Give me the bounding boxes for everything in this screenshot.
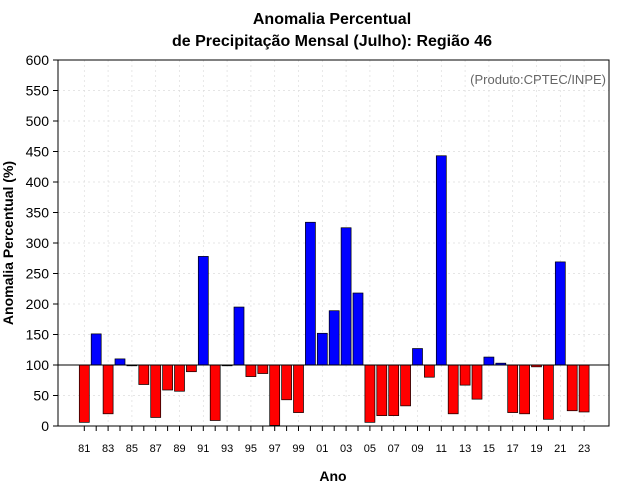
bar-2007 — [388, 364, 400, 416]
y-tick-label: 250 — [26, 266, 50, 282]
bar-1986 — [138, 364, 150, 385]
x-tick-label: 09 — [411, 443, 423, 455]
x-axis: 81 83 85 87 89 91 93 95 97 99 01 03 05 07 09 11 13 15 17 19… — [78, 426, 590, 455]
x-tick-label: 87 — [150, 443, 162, 455]
x-tick-label: 15 — [483, 443, 495, 455]
bar-2010 — [424, 364, 435, 378]
y-tick-label: 200 — [26, 296, 50, 312]
bar-1989 — [174, 364, 185, 392]
x-tick-label: 11 — [436, 443, 447, 455]
bar-1990 — [186, 364, 197, 373]
bar-2005 — [364, 364, 376, 423]
bar-1987 — [150, 364, 162, 418]
credit-annotation: (Produto:CPTEC/INPE) — [470, 72, 606, 87]
bar-1997 — [269, 364, 281, 426]
bar-2020 — [543, 364, 554, 420]
bar-1983 — [102, 364, 114, 415]
y-tick-label: 400 — [26, 174, 50, 190]
y-axis-label: Anomalia Percentual (%) — [0, 161, 16, 325]
x-tick-label: 19 — [530, 443, 542, 455]
bar-2008 — [400, 364, 411, 407]
bar-1981 — [78, 364, 90, 423]
y-tick-label: 300 — [26, 235, 50, 251]
y-tick-label: 50 — [33, 388, 49, 404]
bar-2021 — [554, 261, 566, 366]
x-tick-label: 17 — [507, 443, 519, 455]
bar-2018 — [519, 364, 530, 415]
bar-1995 — [245, 364, 257, 377]
bars — [78, 155, 590, 426]
x-tick-label: 91 — [197, 443, 209, 455]
y-axis: 0 50 100 150 200 250 300 350 400 450 500 550 600 — [26, 52, 58, 434]
y-tick-label: 100 — [26, 357, 50, 373]
bar-1998 — [281, 364, 292, 401]
x-tick-label: 97 — [269, 443, 281, 455]
bar-2002 — [328, 310, 340, 366]
x-tick-label: 85 — [126, 443, 138, 455]
y-tick-label: 0 — [41, 418, 49, 434]
bar-1988 — [162, 364, 173, 391]
y-tick-label: 500 — [26, 113, 50, 129]
bar-2023 — [578, 364, 590, 413]
x-tick-label: 07 — [388, 443, 400, 455]
y-tick-label: 150 — [26, 327, 50, 343]
bar-1992 — [209, 364, 221, 421]
x-tick-label: 83 — [102, 443, 114, 455]
bar-1984 — [114, 358, 126, 366]
chart-title-line2: de Precipitação Mensal (Julho): Região 4… — [172, 33, 492, 50]
bar-2022 — [566, 364, 578, 412]
bar-2012 — [447, 364, 459, 415]
x-tick-label: 99 — [292, 443, 304, 455]
chart-title-line1: Anomalia Percentual — [253, 11, 411, 28]
y-tick-label: 550 — [26, 83, 50, 99]
bar-2009 — [412, 348, 423, 366]
bar-2000 — [305, 221, 316, 366]
bar-1999 — [293, 364, 304, 413]
bar-2004 — [352, 292, 364, 366]
x-tick-label: 89 — [173, 443, 185, 455]
x-tick-label: 21 — [554, 443, 566, 455]
bar-2011 — [435, 155, 447, 366]
x-tick-label: 01 — [316, 443, 328, 455]
bar-2014 — [471, 364, 483, 400]
bar-1996 — [257, 364, 269, 374]
bar-2006 — [376, 364, 388, 416]
x-tick-label: 95 — [245, 443, 257, 455]
x-tick-label: 13 — [459, 443, 471, 455]
bar-2001 — [316, 332, 328, 366]
y-tick-label: 450 — [26, 144, 50, 160]
bar-2017 — [507, 364, 519, 413]
bar-2015 — [483, 356, 495, 366]
x-tick-label: 81 — [78, 443, 90, 455]
x-tick-label: 05 — [364, 443, 376, 455]
x-tick-label: 23 — [578, 443, 590, 455]
y-tick-label: 350 — [26, 205, 50, 221]
x-axis-label: Ano — [319, 468, 346, 484]
x-tick-label: 03 — [340, 443, 352, 455]
bar-1982 — [90, 333, 102, 366]
bar-1991 — [197, 256, 209, 366]
bar-2013 — [459, 364, 471, 386]
y-tick-label: 600 — [26, 52, 50, 68]
bar-1994 — [233, 306, 245, 366]
bar-2003 — [340, 227, 352, 366]
x-tick-label: 93 — [221, 443, 233, 455]
